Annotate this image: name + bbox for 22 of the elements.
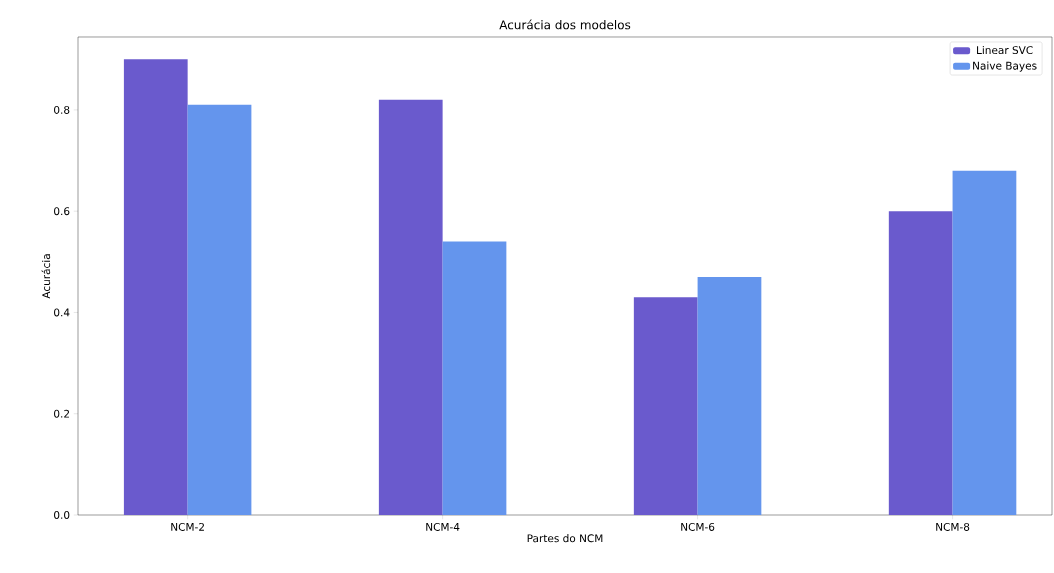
y-tick-label: 0.4 <box>54 308 70 317</box>
y-tick-label: 0.2 <box>54 409 69 418</box>
legend-label: Linear SVC <box>977 45 1033 55</box>
bar <box>123 59 188 515</box>
x-tick-label: NCM-8 <box>936 522 970 531</box>
bar <box>888 211 953 515</box>
bar <box>442 241 507 515</box>
x-tick-label: NCM-2 <box>171 522 204 531</box>
bar <box>378 99 443 515</box>
x-axis-title: Partes do NCM <box>527 534 603 543</box>
bar <box>952 170 1017 515</box>
x-tick-label: NCM-6 <box>681 522 715 531</box>
y-tick-label: 0.8 <box>54 105 70 114</box>
chart-title: Acurácia dos modelos <box>499 19 631 30</box>
y-tick-label: 0.6 <box>54 207 70 216</box>
bar <box>187 104 252 515</box>
y-tick-label: 0.0 <box>54 511 70 519</box>
bar <box>697 277 762 515</box>
y-axis-title: Acurácia <box>41 254 51 299</box>
legend-label: Naive Bayes <box>973 61 1037 72</box>
bar <box>633 297 698 515</box>
x-tick-label: NCM-4 <box>426 522 460 531</box>
